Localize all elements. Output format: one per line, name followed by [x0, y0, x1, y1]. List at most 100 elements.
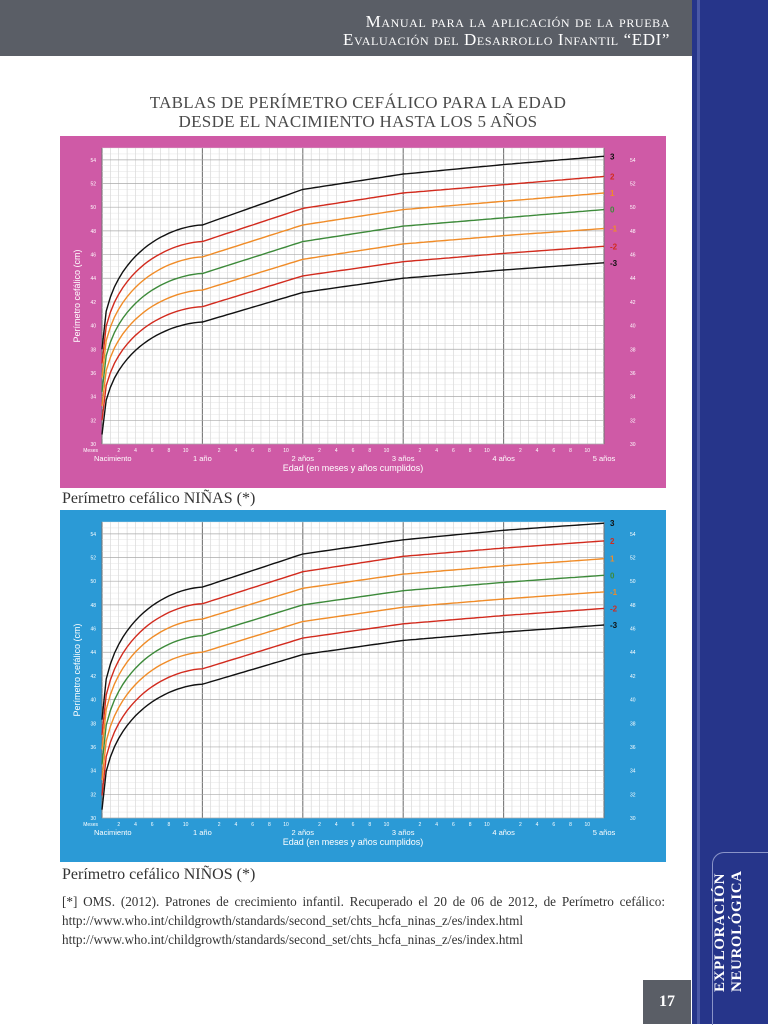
x-month-label: 8: [168, 448, 171, 454]
x-month-label: 6: [251, 822, 254, 828]
series-label: 2: [610, 172, 615, 181]
y-tick-label-right: 52: [630, 182, 636, 188]
y-tick-label-left: 40: [90, 698, 96, 704]
x-month-label: 4: [335, 822, 338, 828]
y-axis-label: Perímetro cefálico (cm): [72, 249, 82, 342]
series-line: [101, 607, 605, 796]
x-month-label: 8: [569, 822, 572, 828]
x-month-label: 4: [234, 822, 237, 828]
y-tick-label-left: 30: [90, 442, 96, 448]
series-line: [101, 540, 605, 736]
x-month-label: 8: [368, 448, 371, 454]
series-label: -2: [610, 604, 618, 613]
series-line: [101, 574, 605, 765]
y-tick-label-left: 32: [90, 792, 96, 798]
x-month-label: 10: [183, 822, 189, 828]
y-tick-label-left: 32: [90, 418, 96, 424]
reference-url-2: http://www.who.int/childgrowth/standards…: [62, 932, 523, 947]
y-tick-label-left: 34: [90, 395, 96, 401]
y-tick-label-left: 44: [90, 276, 96, 282]
y-tick-label-right: 44: [630, 276, 636, 282]
x-month-label: 2: [117, 822, 120, 828]
y-tick-label-right: 52: [630, 556, 636, 562]
x-month-label: 2: [519, 822, 522, 828]
x-month-label: 2: [419, 822, 422, 828]
x-month-label: 6: [552, 822, 555, 828]
y-tick-label-left: 44: [90, 650, 96, 656]
sidebar-notch: [712, 852, 768, 1025]
y-tick-label-right: 36: [630, 371, 636, 377]
x-year-label: 5 años: [593, 454, 616, 463]
x-month-label: 4: [536, 448, 539, 454]
x-month-label: 8: [368, 822, 371, 828]
y-tick-label-right: 30: [630, 442, 636, 448]
x-month-label: 2: [519, 448, 522, 454]
y-tick-label-right: 40: [630, 698, 636, 704]
reference-note: [*] OMS. (2012). Patrones de crecimiento…: [62, 892, 665, 949]
series-label: -3: [610, 621, 618, 630]
x-month-label: 6: [352, 822, 355, 828]
x-month-label: 2: [318, 822, 321, 828]
y-tick-label-left: 48: [90, 229, 96, 235]
y-tick-label-right: 32: [630, 418, 636, 424]
x-month-label: 6: [452, 822, 455, 828]
series-line: [101, 245, 605, 421]
y-tick-label-right: 54: [630, 532, 636, 538]
page-number: 17: [643, 980, 691, 1024]
series-label: 1: [610, 189, 615, 198]
x-month-label: 2: [419, 448, 422, 454]
x-month-label: 4: [435, 448, 438, 454]
x-year-label: 2 años: [292, 828, 315, 837]
y-tick-label-left: 42: [90, 300, 96, 306]
boys-head-circumference-chart: 30 30 32 32 34 34 36 36 38 38 40 40 42 42 44 44 46 46 48 48…: [60, 510, 666, 862]
series-line: [101, 624, 605, 810]
x-month-label: 10: [584, 822, 590, 828]
reference-text: [*] OMS. (2012). Patrones de crecimiento…: [62, 894, 665, 928]
x-month-label: 10: [584, 448, 590, 454]
y-tick-label-left: 38: [90, 347, 96, 353]
x-month-label: 2: [218, 448, 221, 454]
series-line: [101, 591, 605, 781]
y-tick-label-right: 42: [630, 674, 636, 680]
y-tick-label-left: 54: [90, 532, 96, 538]
series-label: 3: [610, 152, 615, 161]
y-tick-label-left: 36: [90, 745, 96, 751]
y-tick-label-right: 46: [630, 253, 636, 259]
series-line: [101, 262, 605, 435]
x-month-label: 10: [384, 448, 390, 454]
y-tick-label-left: 50: [90, 205, 96, 211]
x-start-label: Meses: [83, 822, 98, 828]
y-tick-label-right: 50: [630, 205, 636, 211]
x-axis-label: Edad (en meses y años cumplidos): [283, 837, 424, 847]
y-tick-label-right: 34: [630, 769, 636, 775]
series-label: -2: [610, 242, 618, 251]
page-title: TABLAS DE PERÍMETRO CEFÁLICO PARA LA EDA…: [80, 93, 636, 131]
y-tick-label-left: 46: [90, 253, 96, 259]
header-bar: Manual para la aplicación de la prueba E…: [0, 0, 692, 56]
series-line: [101, 208, 605, 392]
y-tick-label-left: 52: [90, 182, 96, 188]
series-label: 1: [610, 555, 615, 564]
x-month-label: 6: [251, 448, 254, 454]
y-tick-label-right: 38: [630, 721, 636, 727]
x-month-label: 8: [268, 822, 271, 828]
series-label: -1: [610, 588, 618, 597]
y-axis-label: Perímetro cefálico (cm): [72, 623, 82, 716]
grid: [101, 521, 605, 819]
y-tick-label-right: 38: [630, 347, 636, 353]
x-year-label: 3 años: [392, 454, 415, 463]
x-year-label: 4 años: [492, 828, 515, 837]
series-line: [101, 522, 605, 720]
section-label-line-2: NEUROLÓGICA: [729, 870, 745, 992]
x-axis-label: Edad (en meses y años cumplidos): [283, 463, 424, 473]
y-tick-label-right: 48: [630, 229, 636, 235]
series-line: [101, 558, 605, 750]
x-month-label: 8: [268, 448, 271, 454]
y-tick-label-right: 30: [630, 816, 636, 822]
y-tick-label-left: 54: [90, 158, 96, 164]
series-line: [101, 192, 605, 378]
series-line: [101, 175, 605, 364]
x-month-label: 10: [283, 822, 289, 828]
x-year-label: 5 años: [593, 828, 616, 837]
